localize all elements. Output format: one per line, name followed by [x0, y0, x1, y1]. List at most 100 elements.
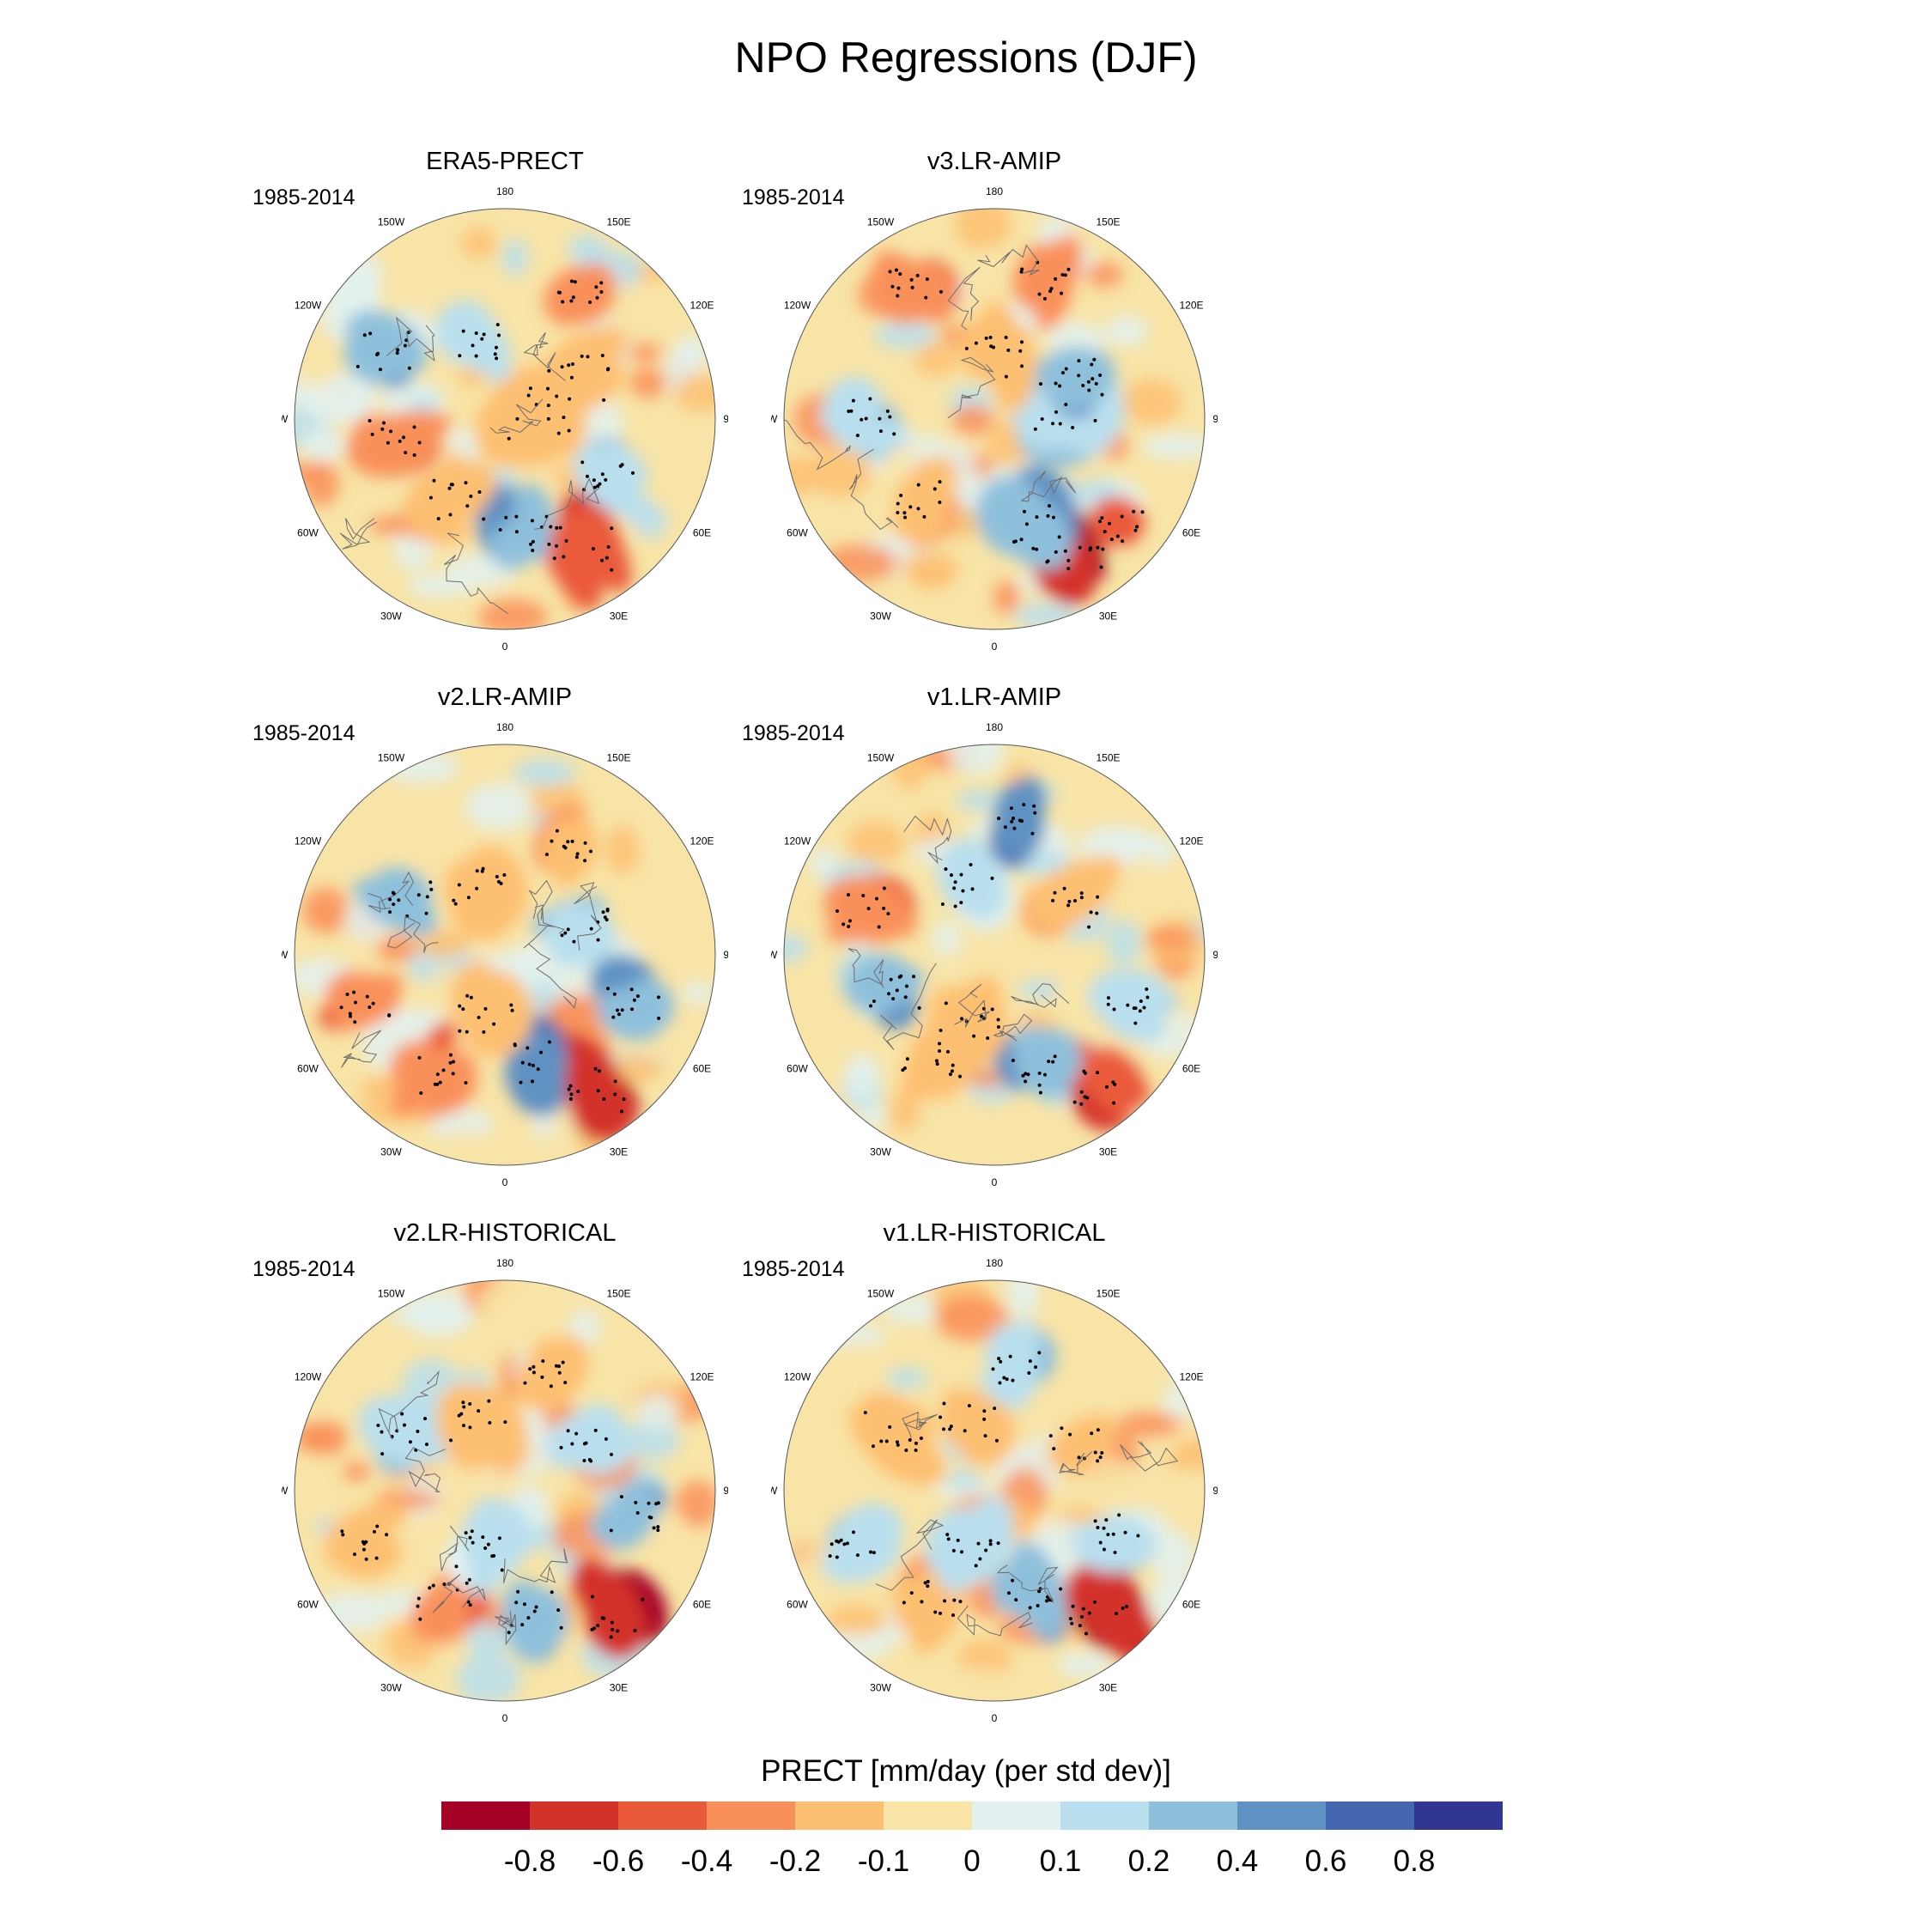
panel-period: 1985-2014	[742, 1257, 845, 1281]
longitude-label: 60E	[693, 527, 711, 539]
longitude-label: 120W	[784, 835, 811, 848]
panel-title: v3.LR-AMIP	[927, 148, 1062, 175]
significance-stipple	[388, 880, 434, 918]
significance-stipple	[559, 1428, 613, 1463]
significance-stipple	[552, 526, 614, 572]
longitude-label: 150E	[606, 752, 630, 764]
significance-stipple	[863, 1411, 923, 1453]
longitude-label: 30W	[380, 1681, 402, 1693]
longitude-label: 180	[986, 721, 1003, 733]
longitude-label: 0	[502, 641, 508, 653]
longitude-label: 150W	[867, 216, 895, 228]
longitude-label: 60W	[297, 527, 319, 539]
longitude-label: 120E	[690, 1371, 714, 1383]
significance-stipple	[417, 1053, 468, 1096]
significance-stipple	[888, 268, 943, 300]
panel-title: v1.LR-AMIP	[927, 683, 1062, 711]
significance-stipple	[606, 987, 661, 1020]
colorbar-tick-label: -0.1	[857, 1844, 910, 1878]
coastline	[341, 871, 602, 1068]
longitude-label: 120W	[784, 1371, 811, 1383]
map-panel-1: ERA5-PRECT 1985-2014 180 150E 120E 90E 60E 30E 0…	[252, 148, 728, 653]
significance-stipple	[376, 1412, 428, 1456]
panel-period: 1985-2014	[252, 1257, 355, 1281]
longitude-label: 150E	[1096, 752, 1120, 764]
significance-stipple	[416, 1577, 472, 1621]
longitude-label: 0	[502, 1712, 508, 1724]
coastline	[875, 1412, 1179, 1637]
longitude-label: 30E	[610, 1681, 628, 1693]
longitude-label: 60W	[787, 1599, 808, 1611]
significance-stipple	[940, 862, 994, 908]
colorbar-tick-label: 0.4	[1216, 1844, 1259, 1878]
longitude-label: 90W	[282, 413, 289, 425]
longitude-label: 150E	[1096, 1288, 1120, 1300]
longitude-label: 90E	[723, 413, 728, 425]
longitude-label: 180	[496, 185, 513, 197]
map-panel-5: v2.LR-HISTORICAL 1985-2014 180 150E 120E 90E 6…	[252, 1219, 728, 1724]
significance-stipple	[513, 1040, 573, 1088]
longitude-label: 150W	[867, 752, 895, 764]
colorbar-tick-label: -0.8	[503, 1844, 556, 1878]
longitude-label: 30W	[870, 1681, 891, 1693]
significance-stipple	[507, 386, 572, 440]
significance-stipple	[964, 336, 1024, 379]
panel-period: 1985-2014	[252, 721, 355, 745]
precip-field	[295, 227, 715, 629]
significance-stipple	[454, 1529, 504, 1572]
colorbar-segment	[972, 1801, 1061, 1830]
longitude-label: 60E	[1182, 1599, 1200, 1611]
longitude-label: 180	[986, 185, 1003, 197]
colorbar-segment	[1060, 1801, 1150, 1830]
polar-map: 180 150E 120E 90E 60E 30E 0 30W 60W 90W 120W 150W	[771, 721, 1218, 1188]
colorbar-segment	[1237, 1801, 1327, 1830]
longitude-label: 60W	[787, 527, 808, 539]
colorbar-segment	[441, 1801, 531, 1830]
longitude-label: 90W	[771, 413, 778, 425]
map-border	[294, 1279, 716, 1702]
coastline	[784, 244, 1077, 531]
longitude-label: 150W	[378, 1288, 405, 1300]
longitude-label: 90E	[723, 949, 728, 961]
significance-stipple	[339, 990, 392, 1024]
map-panel-6: v1.LR-HISTORICAL 1985-2014 180 150E 120E 90E 6…	[742, 1219, 1218, 1724]
significance-stipple	[828, 1530, 876, 1559]
longitude-label: 120W	[295, 835, 322, 848]
significance-stipple	[1051, 886, 1100, 929]
panel-period: 1985-2014	[742, 721, 845, 745]
longitude-label: 90W	[771, 949, 778, 961]
longitude-label: 150E	[606, 1288, 630, 1300]
longitude-label: 30W	[870, 1145, 891, 1157]
significance-stipple	[556, 279, 604, 304]
longitude-label: 60W	[297, 1599, 319, 1611]
longitude-label: 60W	[297, 1063, 319, 1075]
longitude-label: 30W	[870, 610, 891, 622]
significance-stipple	[544, 829, 593, 863]
colorbar-tick-label: 0.8	[1393, 1844, 1436, 1878]
colorbar	[441, 1801, 1503, 1830]
polar-map: 180 150E 120E 90E 60E 30E 0 30W 60W 90W 120W 150W	[771, 1257, 1218, 1724]
colorbar-segment	[618, 1801, 708, 1830]
longitude-label: 150W	[867, 1288, 895, 1300]
longitude-label: 90W	[282, 949, 289, 961]
significance-stipple	[1045, 545, 1105, 571]
significance-stipple	[507, 1589, 563, 1635]
longitude-label: 120W	[295, 1371, 322, 1383]
longitude-label: 0	[502, 1176, 508, 1188]
longitude-label: 30W	[380, 610, 402, 622]
significance-stipple	[1011, 1054, 1057, 1095]
map-panel-4: v1.LR-AMIP 1985-2014 180 150E 120E 90E 60E 30E 0…	[742, 683, 1218, 1188]
significance-stipple	[458, 993, 514, 1034]
colorbar-title: PRECT [mm/day (per std dev)]	[761, 1754, 1171, 1788]
significance-stipple	[567, 1066, 626, 1114]
colorbar-segment	[1149, 1801, 1238, 1830]
significance-stipple	[1072, 1069, 1117, 1106]
longitude-label: 120E	[690, 300, 714, 312]
longitude-label: 150E	[1096, 216, 1120, 228]
longitude-label: 30E	[1099, 1681, 1117, 1693]
significance-stipple	[1093, 1513, 1140, 1555]
longitude-label: 150W	[378, 752, 405, 764]
longitude-label: 120E	[1179, 1371, 1203, 1383]
significance-stipple	[1098, 509, 1145, 544]
longitude-label: 120W	[784, 300, 811, 312]
